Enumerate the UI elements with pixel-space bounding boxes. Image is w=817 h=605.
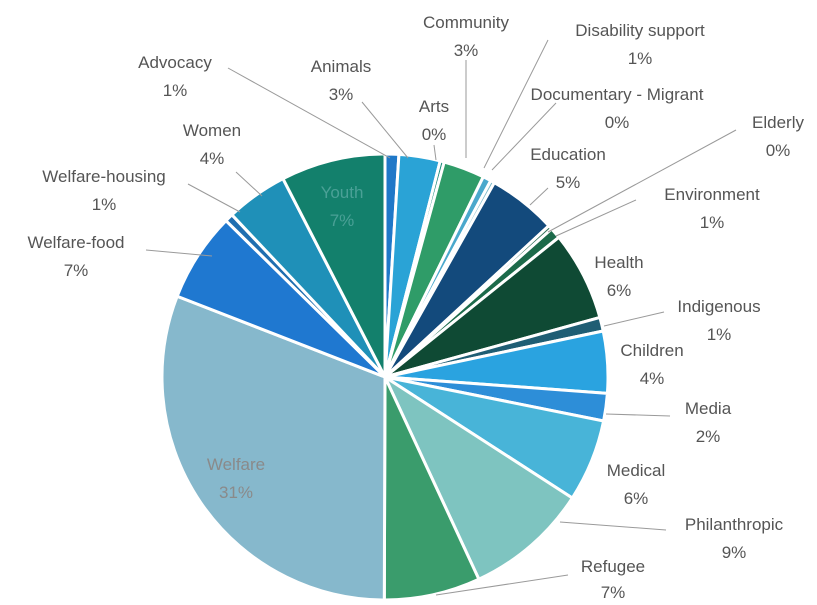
slice-name-advocacy: Advocacy [138,53,212,72]
slice-value-elderly: 0% [766,141,791,160]
slice-value-children: 4% [640,369,665,388]
slice-name-media: Media [685,399,732,418]
slice-value-community: 3% [454,41,479,60]
slice-name-community: Community [423,13,509,32]
slice-name-philanthropic: Philanthropic [685,515,784,534]
slice-value-education: 5% [556,173,581,192]
slice-name-welfare-housing: Welfare-housing [42,167,165,186]
leader-lines [145,39,737,596]
leader-line-media [605,413,671,417]
leader-line-indigenous [603,311,665,327]
slice-value-philanthropic: 9% [722,543,747,562]
slice-name-women: Women [183,121,241,140]
pie-slices [160,152,610,602]
leader-line-welfare-food [145,249,213,257]
leader-line-environment [555,199,637,237]
pie-slice-welfare [160,294,387,602]
slice-name-welfare: Welfare [207,455,265,474]
leader-line-education [529,187,549,206]
slice-name-children: Children [620,341,683,360]
leader-line-refugee [435,574,569,596]
leader-line-advocacy [227,67,391,159]
slice-value-environment: 1% [700,213,725,232]
slice-name-youth: Youth [321,183,364,202]
slice-value-refugee: 7% [601,583,626,602]
slice-name-documentary-migrant: Documentary - Migrant [531,85,704,104]
leader-line-arts [433,144,437,161]
slice-value-indigenous: 1% [707,325,732,344]
leader-line-documentary-migrant [491,102,557,171]
slice-name-disability-support: Disability support [575,21,705,40]
slice-value-disability-support: 1% [628,49,653,68]
slice-value-welfare-housing: 1% [92,195,117,214]
slice-value-welfare-food: 7% [64,261,89,280]
leader-line-women [235,171,263,197]
slice-name-environment: Environment [664,185,760,204]
slice-value-advocacy: 1% [163,81,188,100]
slice-value-arts: 0% [422,125,447,144]
leader-line-philanthropic [559,521,667,531]
slice-name-education: Education [530,145,606,164]
slice-value-welfare: 31% [219,483,253,502]
slice-value-animals: 3% [329,85,354,104]
slice-name-welfare-food: Welfare-food [27,233,124,252]
slice-name-indigenous: Indigenous [677,297,760,316]
leader-line-welfare-housing [187,183,241,213]
slice-labels: Advocacy 1% Animals 3% Arts 0% Community 3% Disa… [27,13,804,602]
slice-name-medical: Medical [607,461,666,480]
slice-value-women: 4% [200,149,225,168]
slice-name-arts: Arts [419,97,449,116]
slice-value-media: 2% [696,427,721,446]
slice-name-animals: Animals [311,57,371,76]
slice-value-medical: 6% [624,489,649,508]
slice-name-refugee: Refugee [581,557,645,576]
leader-line-elderly [547,129,737,233]
slice-value-youth: 7% [330,211,355,230]
slice-name-elderly: Elderly [752,113,804,132]
slice-value-health: 6% [607,281,632,300]
leader-line-animals [361,101,409,159]
pie-slice-philanthropic [383,375,574,581]
slice-name-health: Health [594,253,643,272]
slice-value-documentary-migrant: 0% [605,113,630,132]
leader-line-disability-support [483,39,549,169]
